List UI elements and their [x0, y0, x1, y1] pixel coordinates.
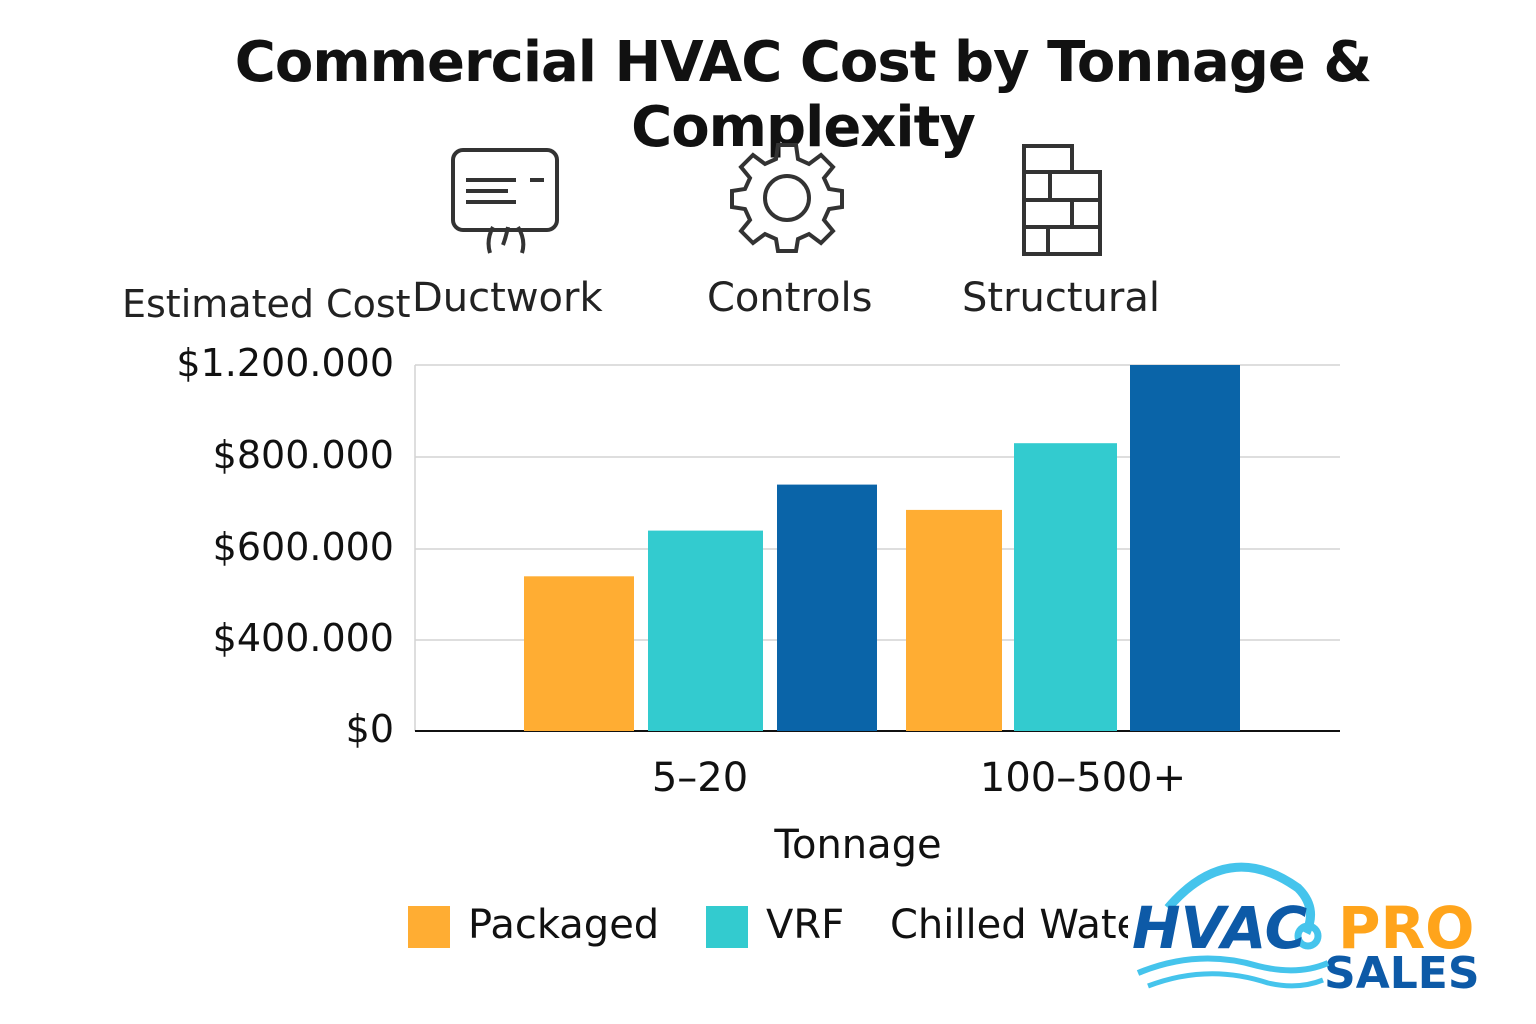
factor-label-structural: Structural	[962, 275, 1160, 321]
bar-packaged	[906, 509, 1002, 731]
legend-label-chilled-water: Chilled Water	[890, 902, 1158, 948]
legend-label-vrf: VRF	[766, 902, 845, 948]
bar-packaged	[524, 576, 634, 731]
bar-vrf	[648, 530, 763, 731]
bar-chilled-water	[777, 484, 877, 731]
svg-text:SALES: SALES	[1324, 948, 1480, 999]
svg-text:PRO: PRO	[1338, 894, 1474, 962]
bar-vrf	[1014, 443, 1117, 731]
air-conditioner-icon	[451, 148, 559, 254]
x-axis-label: Tonnage	[774, 822, 942, 868]
chart-title: Commercial HVAC Cost by Tonnage & Comple…	[234, 30, 1373, 160]
y-tick-label: $400.000	[212, 616, 394, 660]
y-tick-label: $600.000	[212, 525, 394, 569]
factor-label-ductwork: Ductwork	[412, 275, 603, 321]
bar-chilled-water	[1130, 365, 1240, 731]
x-tick-label: 5–20	[651, 755, 749, 801]
x-tick-label: 100–500+	[979, 755, 1187, 801]
legend-swatch-vrf	[706, 906, 748, 948]
brick-wall-icon	[1022, 144, 1102, 256]
hvac-pro-sales-logo: HVAC PRO SALES	[1128, 848, 1488, 1008]
y-tick-label: $0	[345, 707, 394, 751]
legend-swatch-packaged	[408, 906, 450, 948]
svg-text:HVAC: HVAC	[1132, 894, 1307, 962]
y-axis-label: Estimated Cost	[122, 282, 411, 326]
gear-icon	[730, 143, 844, 253]
legend-label-packaged: Packaged	[468, 902, 660, 948]
y-tick-label: $800.000	[212, 433, 394, 477]
factor-label-controls: Controls	[707, 275, 873, 321]
y-tick-label: $1.200.000	[176, 341, 394, 385]
